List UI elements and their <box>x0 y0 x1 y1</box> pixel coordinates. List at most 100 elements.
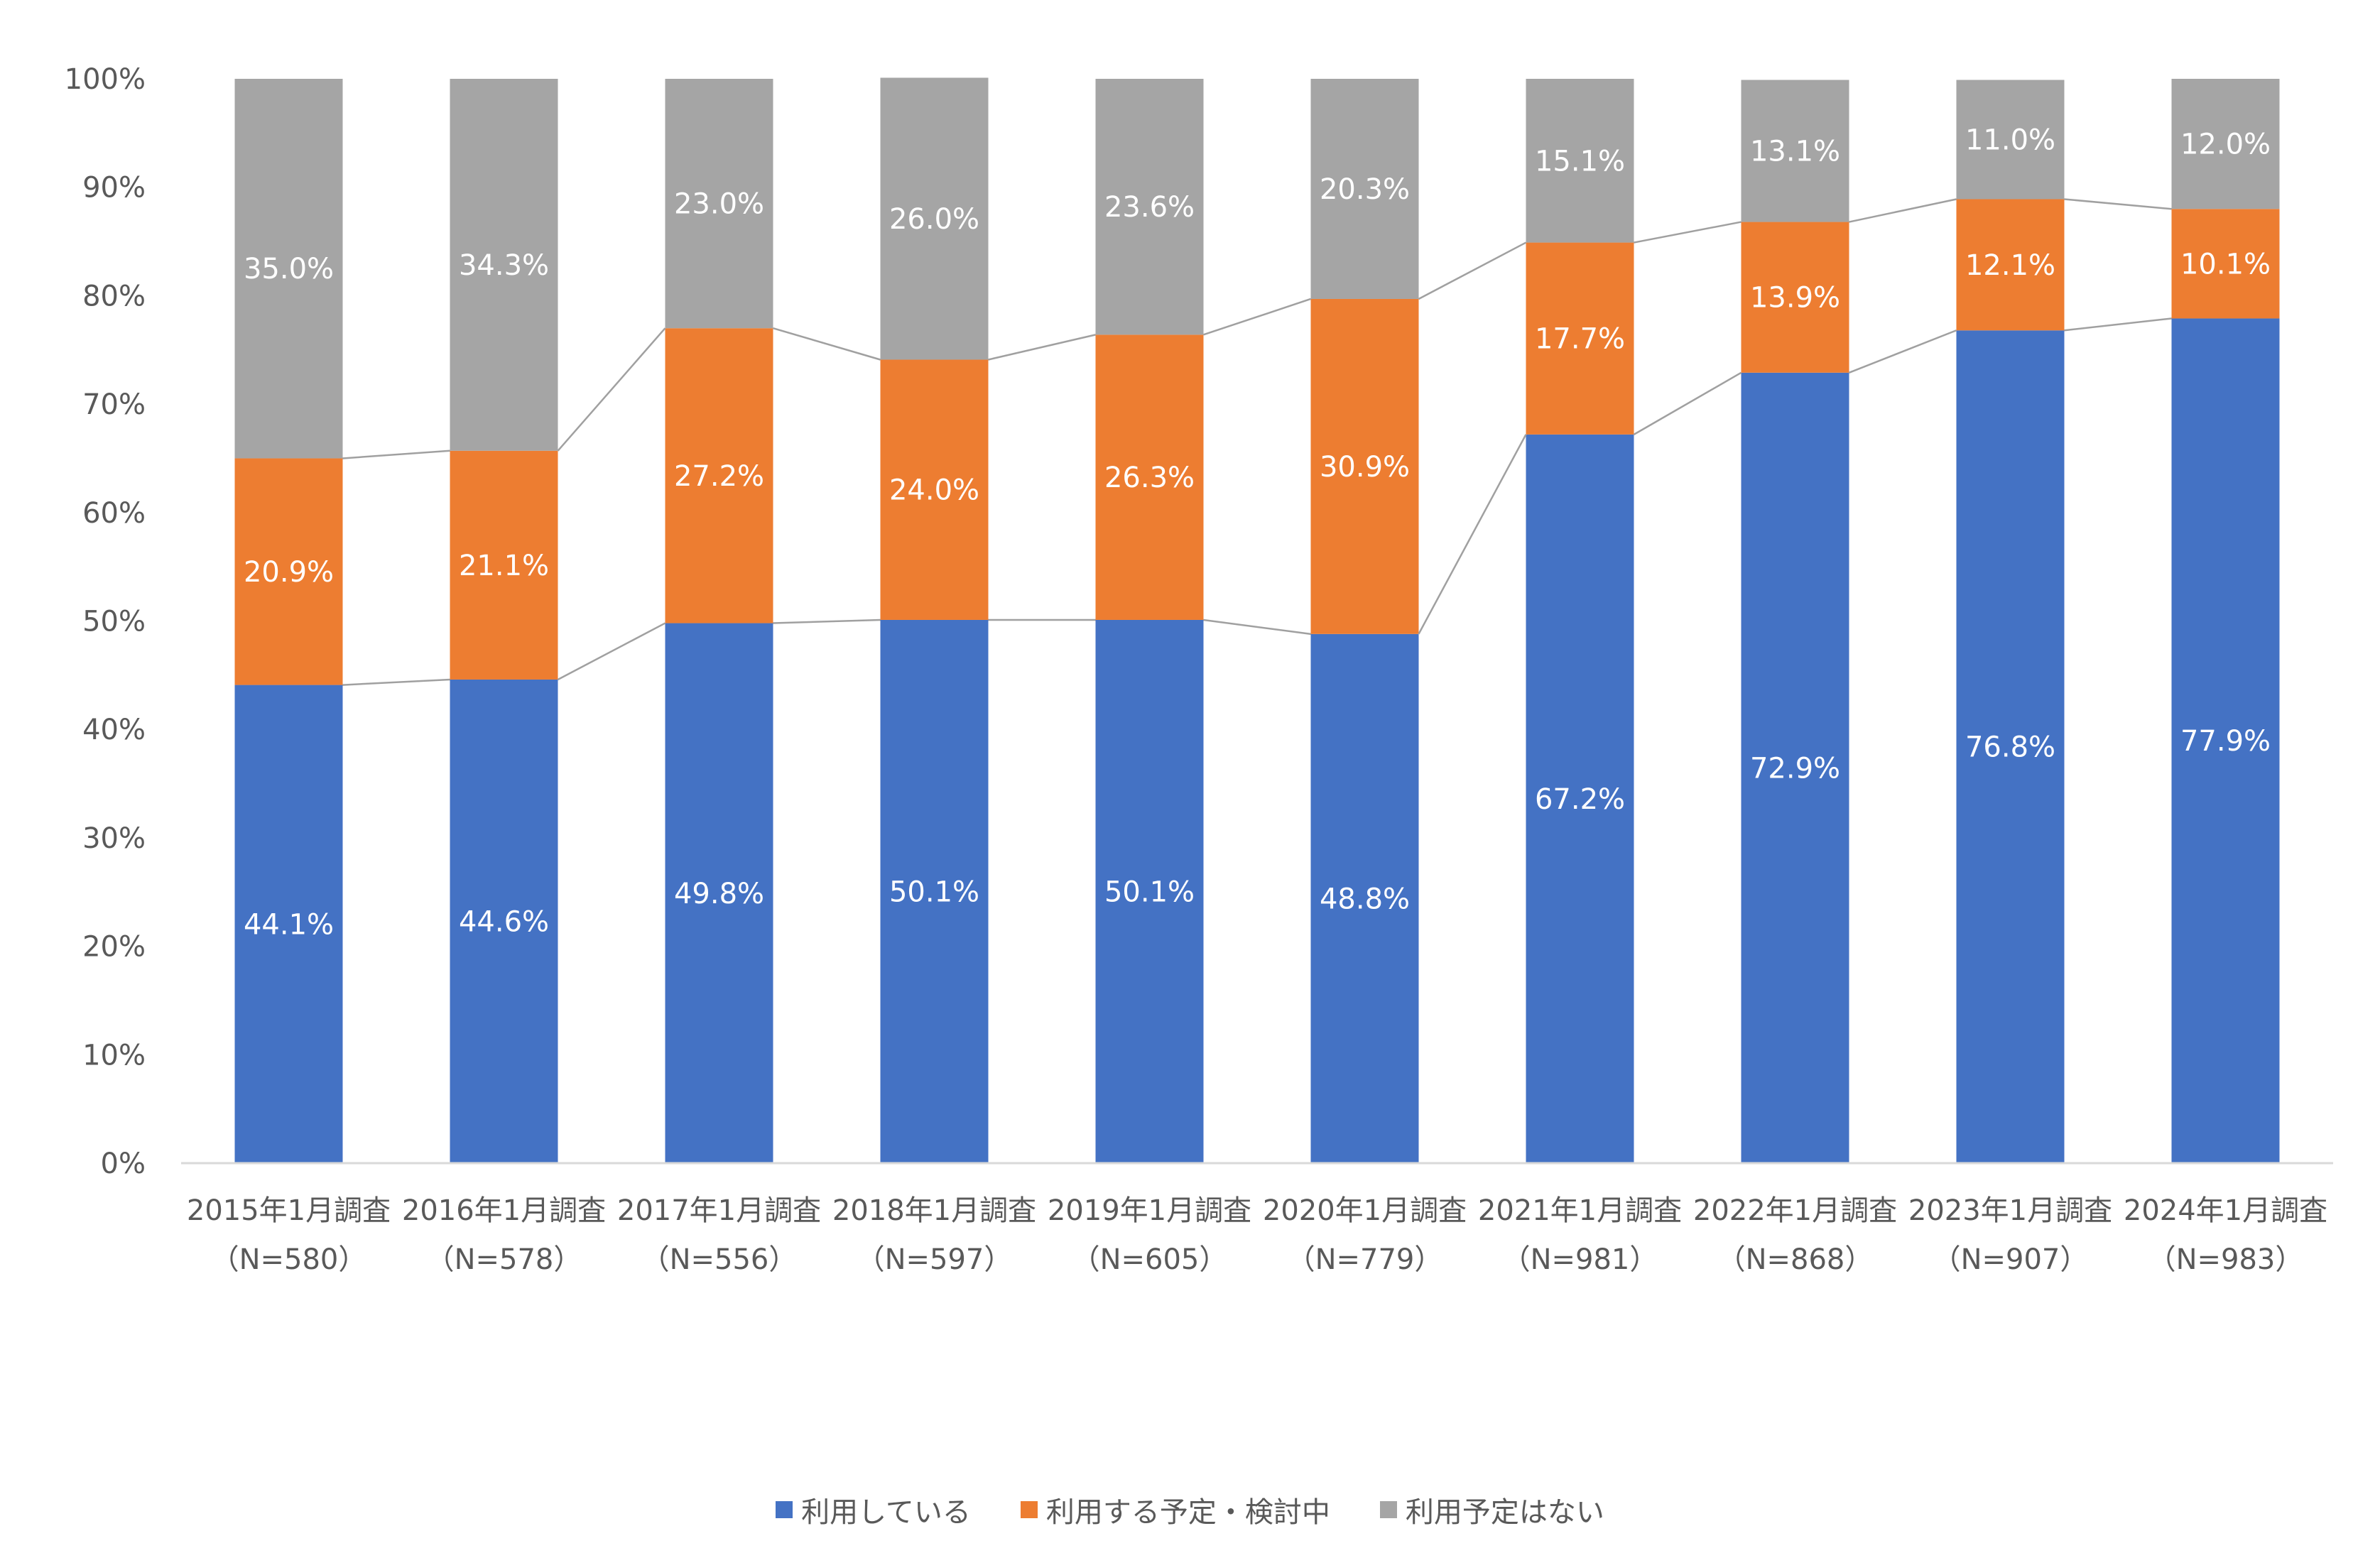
data-label: 15.1% <box>1535 145 1625 178</box>
x-category-label: 2019年1月調査 <box>1048 1194 1251 1227</box>
x-category-label: 2018年1月調査 <box>832 1194 1036 1227</box>
series-line <box>773 327 881 361</box>
data-label: 49.8% <box>674 878 764 910</box>
x-category-sublabel: （N=981） <box>1502 1243 1658 1276</box>
data-label: 12.1% <box>1965 249 2055 282</box>
bar-segment <box>880 77 989 360</box>
series-line <box>988 334 1096 361</box>
data-label: 17.7% <box>1535 323 1625 356</box>
series-line <box>1634 221 1741 244</box>
data-label: 50.1% <box>889 876 979 908</box>
x-category-sublabel: （N=580） <box>211 1243 367 1276</box>
series-line <box>2064 317 2172 332</box>
x-category-sublabel: （N=983） <box>2148 1243 2304 1276</box>
series-line <box>1418 241 1527 300</box>
x-category-sublabel: （N=907） <box>1933 1243 2089 1276</box>
bar-segment <box>2171 318 2280 1163</box>
data-label: 26.3% <box>1104 462 1195 494</box>
legend-label-no-plan: 利用予定はない <box>1405 1496 1604 1529</box>
bar-segment <box>1741 80 1849 222</box>
data-label: 34.3% <box>459 249 549 282</box>
bar-segment <box>2171 209 2280 319</box>
x-category-sublabel: （N=779） <box>1287 1243 1443 1276</box>
x-category-label: 2016年1月調査 <box>402 1194 606 1227</box>
data-label: 24.0% <box>889 474 979 507</box>
series-line <box>1849 329 1957 374</box>
y-tick-label: 90% <box>82 172 146 205</box>
data-label: 27.2% <box>674 460 764 493</box>
bar-segment <box>1095 79 1204 335</box>
x-category-sublabel: （N=597） <box>857 1243 1013 1276</box>
y-tick-label: 20% <box>82 931 146 964</box>
data-label: 44.6% <box>459 905 549 938</box>
legend-item-planning: 利用する予定・検討中 <box>1020 1489 1330 1530</box>
bar-segment <box>1956 199 2065 331</box>
y-tick-label: 70% <box>82 388 146 421</box>
data-label: 48.8% <box>1320 883 1410 915</box>
data-label: 35.0% <box>244 253 334 285</box>
y-tick-label: 30% <box>82 822 146 855</box>
data-label: 72.9% <box>1750 752 1840 785</box>
bar-segment <box>1526 79 1634 243</box>
data-label: 21.1% <box>459 550 549 582</box>
x-category-sublabel: （N=868） <box>1717 1243 1874 1276</box>
data-label: 26.0% <box>889 203 979 236</box>
data-label: 11.0% <box>1965 124 2055 157</box>
y-tick-label: 80% <box>82 280 146 312</box>
series-line <box>557 327 666 452</box>
bar-segment <box>450 679 558 1163</box>
legend-item-no-plan: 利用予定はない <box>1379 1489 1604 1530</box>
legend-label-using: 利用している <box>801 1496 971 1529</box>
data-label: 44.1% <box>244 908 334 941</box>
y-tick-label: 50% <box>82 606 146 638</box>
bar-segment <box>1095 334 1204 620</box>
data-label: 23.0% <box>674 188 764 221</box>
legend-label-planning: 利用する予定・検討中 <box>1045 1496 1330 1529</box>
bar-segment <box>1956 80 2065 200</box>
y-tick-label: 60% <box>82 497 146 530</box>
bar-segment <box>665 328 773 623</box>
bar-segment <box>2171 79 2280 209</box>
series-line <box>773 619 881 624</box>
bar-segment <box>1310 633 1419 1163</box>
series-line <box>342 678 450 686</box>
data-label: 23.6% <box>1104 191 1195 224</box>
legend: 利用している 利用する予定・検討中 利用予定はない <box>0 1488 2380 1531</box>
data-label: 10.1% <box>2180 248 2271 280</box>
data-label: 12.0% <box>2180 129 2271 161</box>
data-label: 50.1% <box>1104 876 1195 908</box>
bar-segment <box>1095 619 1204 1163</box>
bar-segment <box>1956 330 2065 1163</box>
bar-segment <box>450 79 558 451</box>
series-line <box>1849 198 1957 223</box>
bar-segment <box>234 79 343 459</box>
series-line <box>1203 619 1311 636</box>
bar-segment <box>1526 434 1634 1164</box>
bar-segment <box>665 623 773 1163</box>
series-line <box>1203 298 1311 336</box>
y-tick-label: 100% <box>65 63 146 96</box>
x-category-sublabel: （N=556） <box>641 1243 798 1276</box>
data-label: 67.2% <box>1535 783 1625 816</box>
bar-segment <box>665 79 773 329</box>
bar-segment <box>880 619 989 1163</box>
data-label: 20.9% <box>244 556 334 589</box>
bar-segment <box>1310 298 1419 634</box>
series-line <box>2064 198 2172 210</box>
x-category-label: 2021年1月調査 <box>1478 1194 1682 1227</box>
bar-segment <box>234 458 343 685</box>
data-label: 20.3% <box>1320 173 1410 206</box>
x-category-label: 2024年1月調査 <box>2124 1194 2327 1227</box>
series-line <box>1418 434 1527 635</box>
bar-segment <box>234 685 343 1163</box>
x-category-label: 2022年1月調査 <box>1693 1194 1897 1227</box>
data-label: 30.9% <box>1320 451 1410 484</box>
bar-segment <box>1741 222 1849 373</box>
legend-swatch-using <box>776 1501 793 1518</box>
series-line <box>342 449 450 459</box>
series-line <box>1633 371 1742 435</box>
series-line <box>557 622 666 681</box>
bar-segment <box>880 359 989 620</box>
y-tick-label: 10% <box>82 1039 146 1072</box>
